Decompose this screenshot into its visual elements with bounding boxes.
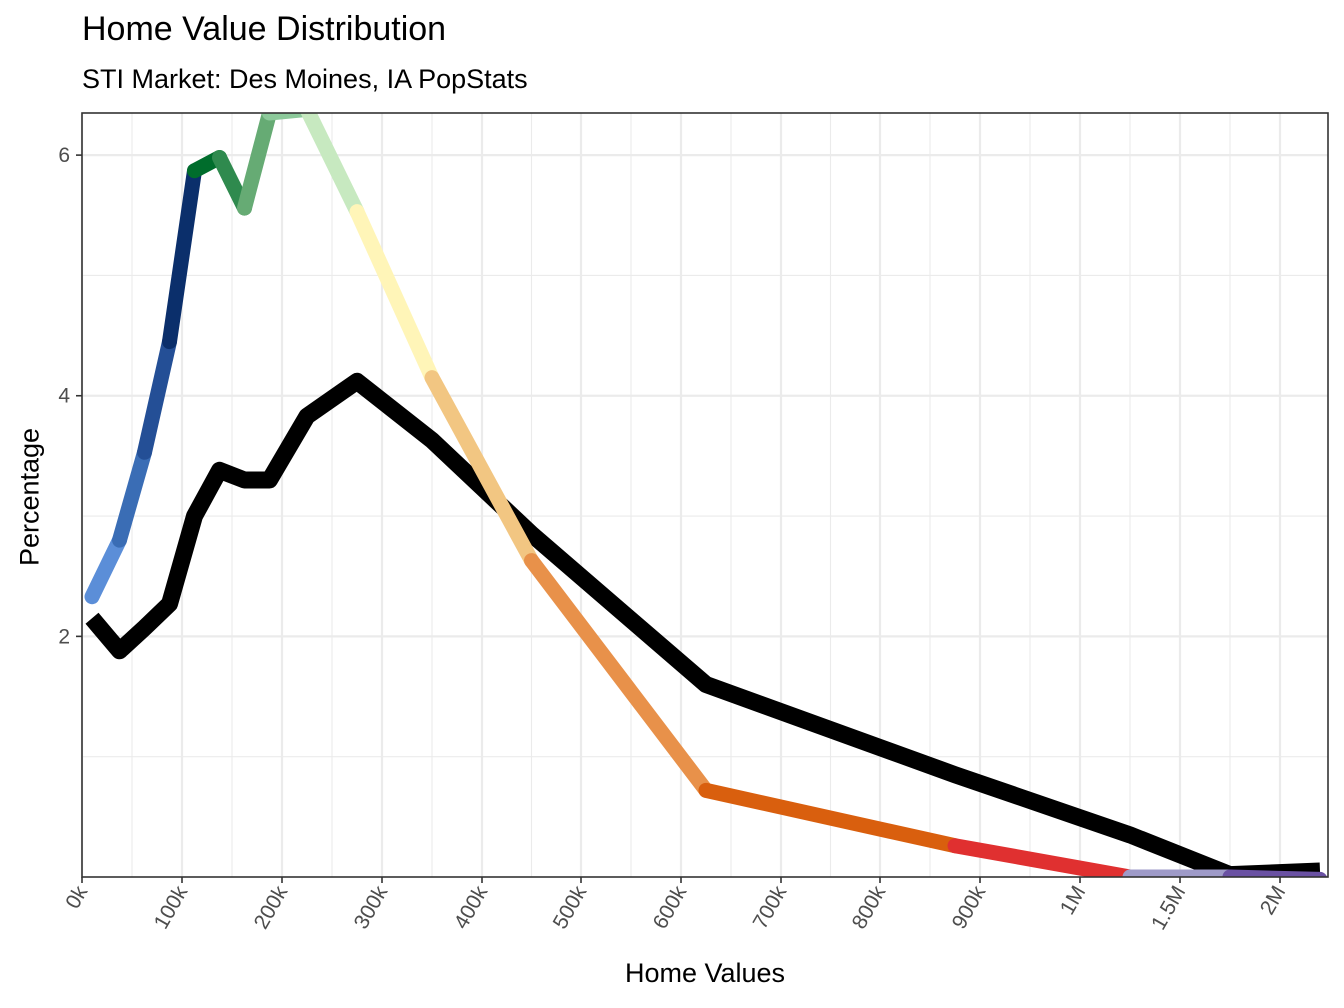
series-segment-market	[84, 532, 127, 605]
x-tick-label: 1.5M	[1147, 882, 1190, 934]
chart-subtitle: STI Market: Des Moines, IA PopStats	[82, 64, 528, 94]
x-axis-label: Home Values	[624, 958, 786, 988]
series-segment-market	[137, 334, 177, 460]
chart-title: Home Value Distribution	[82, 10, 447, 48]
x-tick-label: 2M	[1256, 882, 1291, 919]
major-gridlines	[80, 113, 1328, 877]
x-tick-label: 300k	[350, 882, 393, 933]
x-tick-label: 600k	[649, 882, 692, 933]
series-segment-market	[349, 204, 440, 386]
y-tick-label: 2	[58, 625, 70, 648]
x-tick-label: 0k	[61, 882, 92, 913]
series-segment-market	[698, 782, 963, 854]
series-line-overall	[85, 372, 1321, 877]
plot-border	[81, 112, 1329, 878]
x-tick-label: 900k	[948, 882, 991, 933]
x-tick-label: 500k	[549, 882, 592, 933]
x-axis: 0k 100k 200k 300k 400k 500k 600k 700k 800k 900k 1M…	[61, 877, 1290, 934]
series-segment-market	[424, 370, 539, 569]
x-tick-label: 1M	[1056, 882, 1091, 919]
series-segment-market	[162, 163, 202, 350]
series-layer	[84, 113, 1328, 877]
series-segment-market	[524, 553, 714, 798]
series-segment-market	[300, 113, 365, 220]
y-axis: 2 4 6	[58, 144, 82, 648]
x-tick-label: 700k	[749, 882, 792, 933]
series-segment-market	[237, 113, 277, 216]
x-tick-label: 200k	[250, 882, 293, 933]
series-segment-market	[947, 838, 1138, 877]
x-tick-label: 400k	[450, 882, 493, 933]
series-segment-market	[112, 444, 152, 548]
x-tick-label: 800k	[848, 882, 891, 933]
x-tick-label: 100k	[150, 882, 193, 933]
minor-gridlines	[82, 113, 1328, 877]
y-tick-label: 4	[58, 385, 70, 408]
y-tick-label: 6	[58, 144, 70, 167]
